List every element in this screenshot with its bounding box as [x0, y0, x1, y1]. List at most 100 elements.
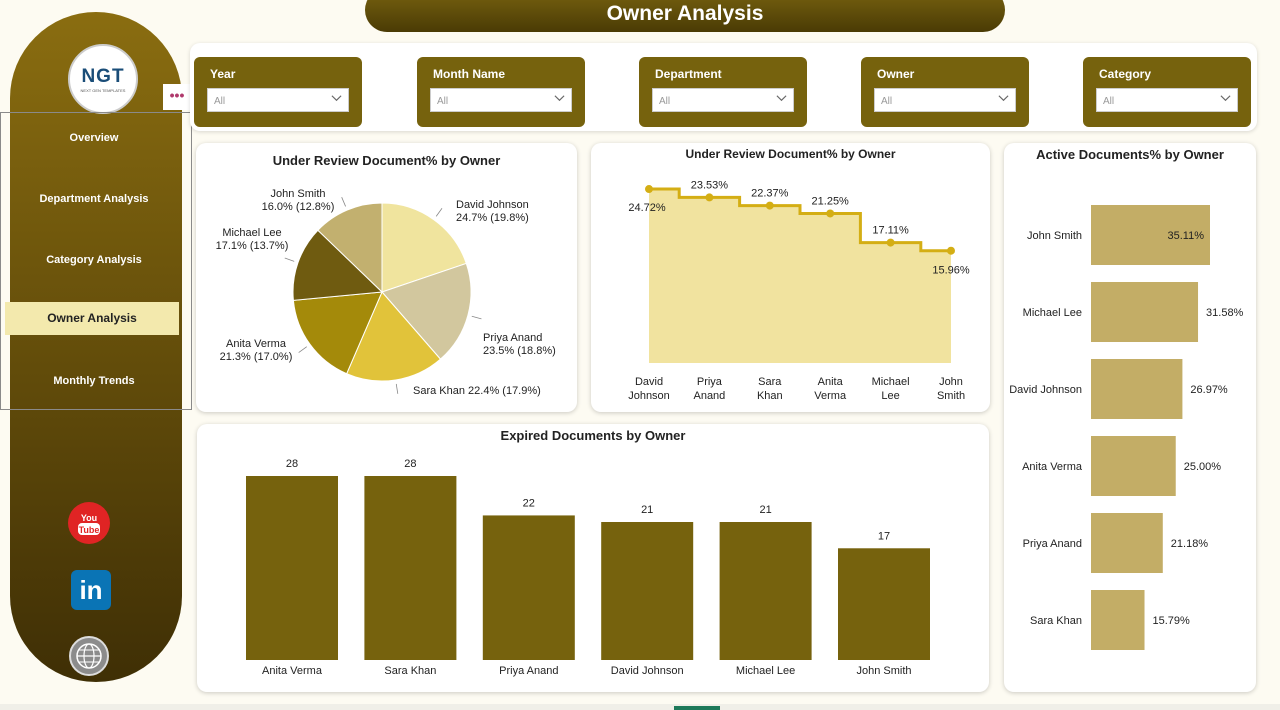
area-data-label: 22.37%: [751, 188, 789, 200]
filter-owner-dropdown[interactable]: All: [874, 88, 1016, 112]
hbar-value-label: 25.00%: [1184, 461, 1222, 473]
filter-month-name-value: All: [437, 96, 449, 107]
vbar-value-label: 22: [523, 497, 535, 509]
vbar-value-label: 17: [878, 530, 890, 542]
vbar-anita-verma: [246, 476, 338, 660]
filter-owner-label: Owner: [877, 67, 915, 81]
vbar-david-johnson: [601, 522, 694, 660]
vbar-michael-lee: [719, 522, 812, 660]
nav-item-monthly-trends[interactable]: Monthly Trends: [53, 375, 135, 387]
nav-item-overview[interactable]: Overview: [69, 132, 119, 144]
pie-slice-david-johnson: [381, 202, 467, 293]
pie-leader-line: [471, 315, 482, 320]
chevron-down-icon: [554, 95, 565, 102]
filter-month-name-dropdown[interactable]: All: [430, 88, 572, 112]
area-line: [649, 187, 951, 253]
vbar-category-label: Priya Anand: [499, 665, 558, 677]
more-options-button[interactable]: •••: [163, 84, 191, 110]
pie-label-name-john-smith: John Smith: [270, 188, 325, 200]
vbar-category-label: Michael Lee: [736, 665, 795, 677]
nav-item-department-analysis[interactable]: Department Analysis: [39, 193, 149, 205]
pie-slice-john-smith: [317, 202, 383, 294]
filter-category-label: Category: [1099, 67, 1152, 81]
logo-text: NGT: [81, 65, 125, 87]
pie-slice-michael-lee: [292, 229, 384, 301]
pie-leader-line: [284, 257, 295, 262]
chevron-down-icon: [1220, 95, 1231, 102]
filter-department: Department All: [639, 57, 807, 127]
area-x-tick-first: Sara: [758, 376, 782, 388]
page-title-banner: Owner Analysis: [365, 0, 1005, 32]
pie-label-value-anita-verma: 21.3% (17.0%): [220, 351, 293, 363]
filter-department-value: All: [659, 96, 671, 107]
youtube-icon[interactable]: You Tube: [68, 502, 110, 544]
hbar-john-smith: [1091, 205, 1210, 265]
page-tabs-bar: [0, 704, 1280, 710]
company-logo: NGT NEXT GEN TEMPLATES: [68, 44, 138, 114]
globe-icon[interactable]: [69, 636, 109, 676]
pie-slice-anita-verma: [292, 291, 383, 375]
nav-item-category-analysis[interactable]: Category Analysis: [46, 254, 142, 266]
pie-chart-card: Under Review Document% by Owner David Jo…: [196, 143, 577, 412]
hbar-chart-title: Active Documents% by Owner: [1036, 147, 1224, 162]
filter-category-dropdown[interactable]: All: [1096, 88, 1238, 112]
pie-leader-line: [341, 197, 346, 207]
filter-month-name: Month Name All: [417, 57, 585, 127]
filter-year-dropdown[interactable]: All: [207, 88, 349, 112]
area-chart-title: Under Review Document% by Owner: [685, 147, 896, 161]
pie-label-value-david-johnson: 24.7% (19.8%): [456, 212, 529, 224]
vbar-value-label: 28: [404, 458, 416, 470]
filter-year: Year All: [194, 57, 362, 127]
area-point-john-smith: [947, 246, 955, 255]
hbar-category-label: Anita Verma: [1022, 461, 1083, 473]
area-point-priya-anand: [705, 193, 714, 202]
vbar-value-label: 28: [286, 458, 298, 470]
pie-label-name-david-johnson: David Johnson: [456, 199, 529, 211]
pie-label-value-priya-anand: 23.5% (18.8%): [483, 345, 556, 357]
area-x-tick-second: Verma: [814, 390, 847, 402]
area-data-label: 15.96%: [932, 265, 970, 277]
area-x-tick-second: Lee: [881, 390, 899, 402]
area-x-tick-second: Smith: [937, 390, 965, 402]
pie-label-sara-khan: Sara Khan 22.4% (17.9%): [413, 385, 541, 397]
filter-owner-value: All: [881, 96, 893, 107]
filter-month-name-label: Month Name: [433, 67, 505, 81]
vbar-value-label: 21: [641, 504, 653, 516]
vbar-sara-khan: [364, 476, 457, 660]
pie-chart-title: Under Review Document% by Owner: [272, 153, 501, 168]
area-data-label: 24.72%: [628, 202, 666, 214]
filter-department-dropdown[interactable]: All: [652, 88, 794, 112]
pie-label-name-anita-verma: Anita Verma: [226, 338, 287, 350]
area-fill: [649, 189, 951, 363]
hbar-david-johnson: [1091, 359, 1183, 419]
area-x-tick-second: Johnson: [628, 390, 670, 402]
filter-year-label: Year: [210, 67, 236, 81]
linkedin-icon[interactable]: in: [71, 570, 111, 610]
pie-slice-priya-anand: [381, 262, 472, 360]
area-data-label: 17.11%: [872, 225, 909, 237]
area-x-tick-first: Michael: [872, 376, 910, 388]
pie-label-value-michael-lee: 17.1% (13.7%): [216, 240, 289, 252]
vbar-chart: 28 Anita Verma 28 Sara Khan 22 Priya Anand 21 D…: [246, 458, 930, 677]
hbar-category-label: John Smith: [1027, 230, 1082, 242]
hbar-value-label: 21.18%: [1171, 538, 1209, 550]
pie-leader-line: [298, 346, 307, 353]
chevron-down-icon: [998, 95, 1009, 102]
vbar-category-label: David Johnson: [611, 665, 684, 677]
hbar-value-label: 35.11%: [1168, 230, 1205, 242]
filter-category: Category All: [1083, 57, 1251, 127]
hbar-anita-verma: [1091, 436, 1176, 496]
area-point-anita-verma: [826, 209, 835, 218]
svg-text:You: You: [81, 513, 97, 523]
vbar-category-label: John Smith: [856, 665, 911, 677]
area-data-label: 21.25%: [812, 195, 850, 207]
nav-item-owner-analysis[interactable]: Owner Analysis: [5, 302, 179, 335]
area-x-tick-first: David: [635, 376, 663, 388]
area-x-tick-second: Anand: [693, 390, 725, 402]
active-page-tab[interactable]: [674, 706, 720, 710]
vbar-john-smith: [838, 548, 930, 660]
hbar-value-label: 26.97%: [1190, 384, 1228, 396]
area-chart: 24.72% David Johnson 23.53% Priya Anand 22.37%…: [628, 179, 970, 402]
svg-text:Tube: Tube: [79, 525, 100, 535]
